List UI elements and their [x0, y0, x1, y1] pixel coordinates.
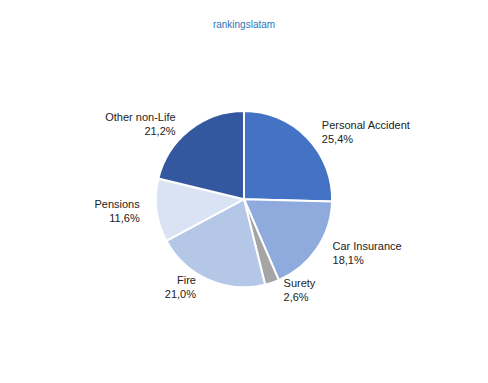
svg-text:Other non-Life: Other non-Life: [105, 111, 175, 123]
svg-text:21,2%: 21,2%: [144, 125, 175, 137]
svg-text:11,6%: 11,6%: [109, 212, 140, 224]
svg-text:25,4%: 25,4%: [322, 133, 353, 145]
svg-text:rankingslatam: rankingslatam: [213, 19, 275, 30]
svg-text:Pensions: Pensions: [94, 198, 140, 210]
svg-text:Personal Accident: Personal Accident: [322, 119, 410, 131]
svg-text:Fire: Fire: [177, 274, 196, 286]
svg-text:2,6%: 2,6%: [284, 291, 309, 303]
svg-text:Surety: Surety: [284, 277, 316, 289]
svg-text:Car Insurance: Car Insurance: [333, 240, 402, 252]
svg-text:21,0%: 21,0%: [165, 288, 196, 300]
svg-text:18,1%: 18,1%: [333, 254, 364, 266]
